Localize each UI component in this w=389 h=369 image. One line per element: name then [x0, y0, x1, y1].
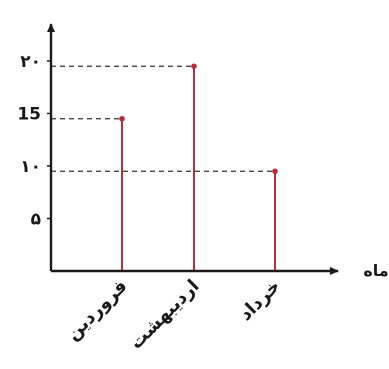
y-tick-label: ۲۰ [20, 52, 41, 72]
data-stems [119, 63, 278, 271]
y-tick-label: ۱۰ [20, 157, 41, 177]
data-point [119, 115, 125, 122]
category-label: اردیبهشت [126, 276, 204, 354]
y-tick-label: ۵ [31, 210, 41, 230]
y-tick-label: 15 [17, 105, 41, 125]
y-tick-labels: ۵ ۱۰ 15 ۲۰ [17, 52, 52, 230]
axes: ماه [47, 23, 389, 280]
guide-lines [51, 65, 275, 172]
category-label: فروردین [62, 276, 131, 345]
x-axis-label: ماه [363, 261, 388, 280]
data-point [191, 63, 197, 70]
data-point [272, 168, 278, 175]
category-label: خرداد [235, 276, 284, 325]
